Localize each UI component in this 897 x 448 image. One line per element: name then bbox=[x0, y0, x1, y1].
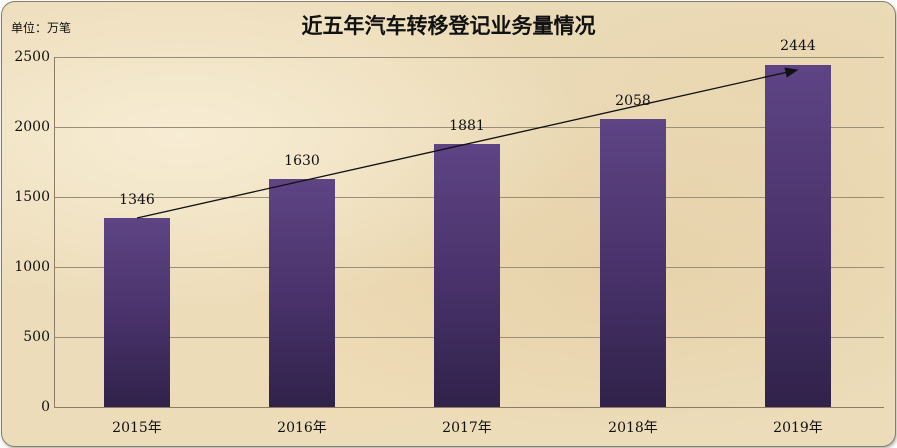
x-label-2016: 2016年 bbox=[277, 420, 327, 436]
bar-2017 bbox=[434, 144, 500, 407]
y-tick-2500: 2500 bbox=[14, 49, 50, 65]
y-tick-500: 500 bbox=[23, 329, 50, 345]
x-label-2015: 2015年 bbox=[112, 420, 162, 436]
x-label-2017: 2017年 bbox=[442, 420, 492, 436]
y-tick-2000: 2000 bbox=[14, 119, 50, 135]
chart-title: 近五年汽车转移登记业务量情况 bbox=[301, 13, 596, 38]
value-label-2017: 1881 bbox=[449, 118, 485, 134]
unit-label: 单位：万笔 bbox=[11, 21, 72, 35]
bar-2019 bbox=[765, 65, 831, 407]
y-tick-1000: 1000 bbox=[14, 259, 50, 275]
value-label-2019: 2444 bbox=[780, 38, 816, 54]
x-label-2019: 2019年 bbox=[773, 420, 823, 436]
x-label-2018: 2018年 bbox=[608, 420, 658, 436]
bar-2015 bbox=[104, 218, 170, 407]
y-tick-0: 0 bbox=[41, 399, 50, 415]
gridline-2500 bbox=[55, 57, 884, 58]
y-tick-1500: 1500 bbox=[14, 189, 50, 205]
value-label-2016: 1630 bbox=[284, 153, 320, 169]
bar-2018 bbox=[600, 119, 666, 407]
bar-2016 bbox=[269, 179, 335, 407]
value-label-2015: 1346 bbox=[119, 192, 155, 208]
gridline-2000 bbox=[55, 127, 884, 128]
